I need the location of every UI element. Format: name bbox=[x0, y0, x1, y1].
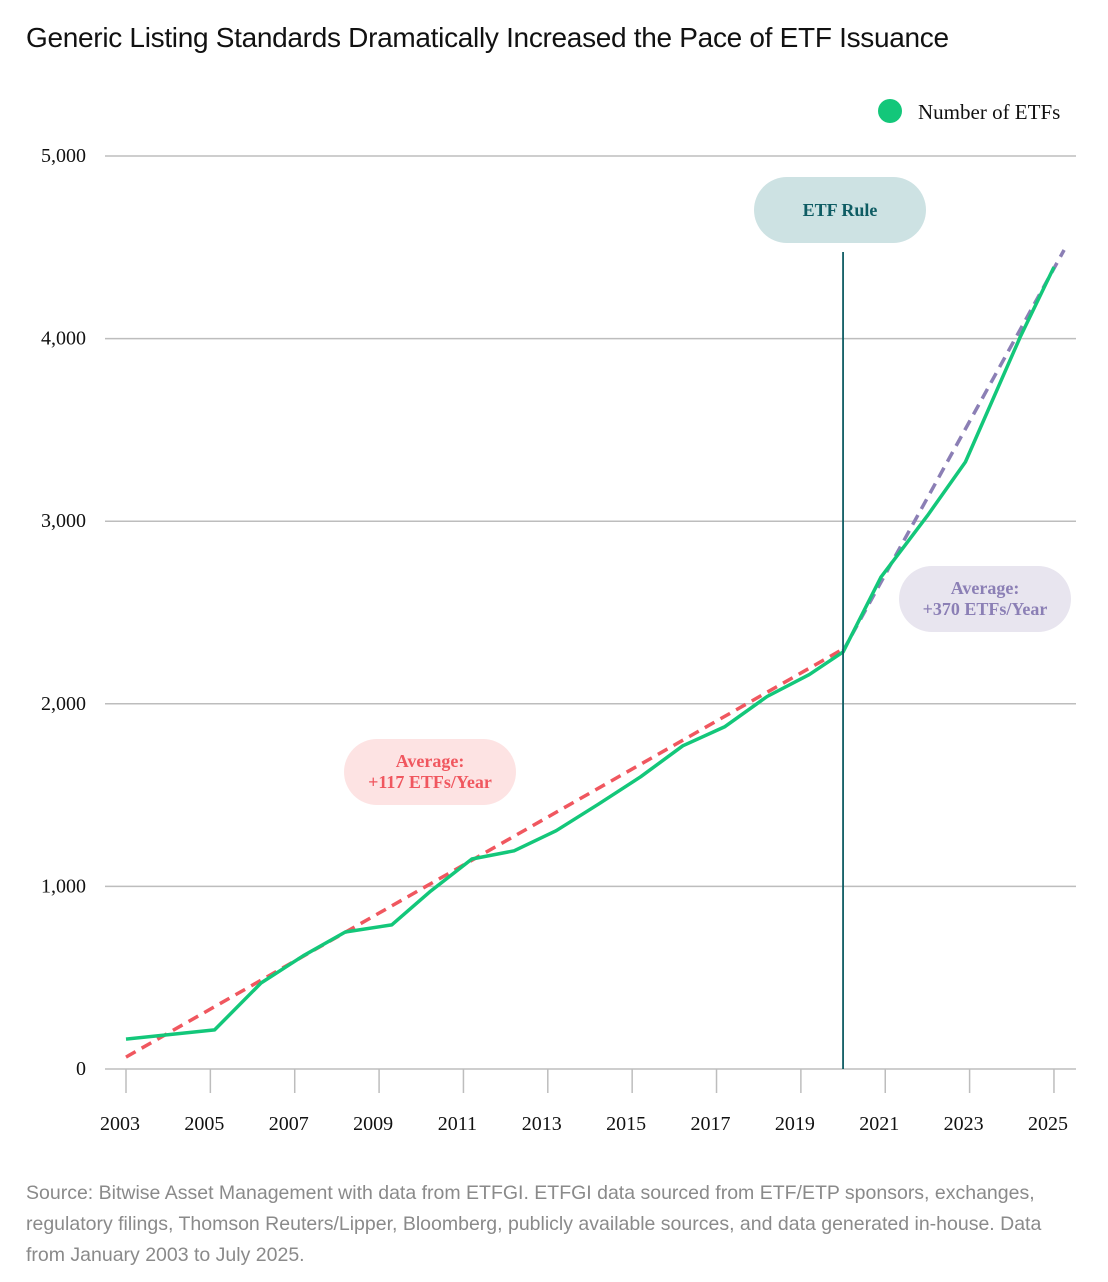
average-pre-annotation-label: Average: bbox=[396, 751, 465, 771]
average-pre-annotation-value: +117 ETFs/Year bbox=[368, 772, 492, 792]
post-rule-trend-line bbox=[841, 249, 1066, 652]
x-tick-label: 2017 bbox=[691, 1113, 731, 1135]
x-tick-label: 2005 bbox=[184, 1113, 224, 1135]
x-tick-label: 2015 bbox=[606, 1113, 646, 1135]
number-of-etfs-line bbox=[125, 266, 1056, 1041]
chart-title: Generic Listing Standards Dramatically I… bbox=[26, 22, 949, 53]
y-tick-label: 2,000 bbox=[41, 693, 86, 715]
average-post-annotation-value: +370 ETFs/Year bbox=[923, 599, 1048, 619]
x-tick-label: 2019 bbox=[775, 1113, 815, 1135]
legend-label: Number of ETFs bbox=[918, 100, 1060, 124]
x-tick-label: 2007 bbox=[269, 1113, 309, 1135]
x-tick-label: 2009 bbox=[353, 1113, 393, 1135]
legend: Number of ETFs bbox=[878, 99, 1060, 124]
x-tick-label: 2025 bbox=[1028, 1113, 1068, 1135]
etf-rule-annotation-label: ETF Rule bbox=[803, 200, 878, 220]
average-post-annotation-label: Average: bbox=[951, 578, 1020, 598]
average-pre-annotation-bg bbox=[344, 739, 516, 805]
y-tick-label: 1,000 bbox=[41, 875, 86, 897]
x-tick-label: 2011 bbox=[438, 1113, 477, 1135]
y-tick-label: 3,000 bbox=[41, 510, 86, 532]
chart: 0 1,000 2,000 3,000 4,000 5,000 2003 2005 2007 20… bbox=[41, 99, 1076, 1135]
pre-rule-trend-line bbox=[125, 647, 844, 1059]
average-post-annotation-bg bbox=[899, 566, 1071, 632]
source-note: Source: Bitwise Asset Management with da… bbox=[26, 1182, 1042, 1266]
x-tick-label: 2023 bbox=[944, 1113, 984, 1135]
legend-marker bbox=[878, 99, 902, 123]
x-tick-label: 2021 bbox=[859, 1113, 899, 1135]
x-tick-label: 2013 bbox=[522, 1113, 562, 1135]
y-tick-label: 4,000 bbox=[41, 328, 86, 350]
y-tick-label: 0 bbox=[76, 1058, 86, 1080]
etf-rule-annotation-bg bbox=[754, 177, 926, 243]
y-tick-label: 5,000 bbox=[41, 145, 86, 167]
x-tick-label: 2003 bbox=[100, 1113, 140, 1135]
